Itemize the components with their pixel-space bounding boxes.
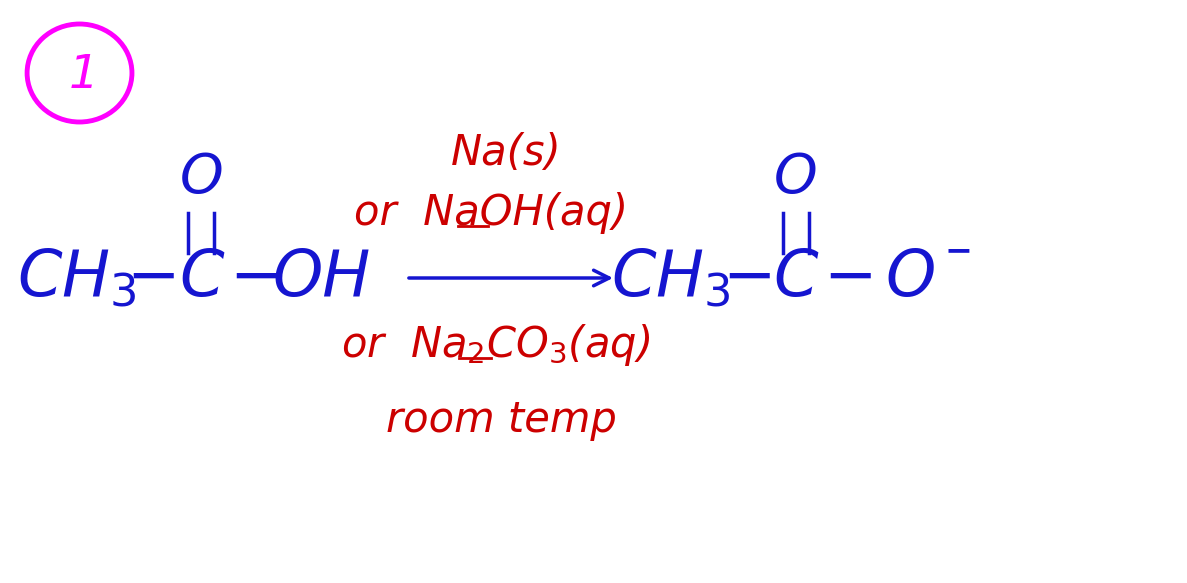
Text: room temp: room temp [386,399,616,441]
Text: $\mathit{CH_3}$: $\mathit{CH_3}$ [17,247,137,310]
Text: −: − [945,234,972,268]
Text: −: − [229,247,283,309]
Text: $\mathit{CH_3}$: $\mathit{CH_3}$ [611,247,730,310]
Text: or  $\mathit{Na_2CO_3}$(aq): or $\mathit{Na_2CO_3}$(aq) [342,322,650,368]
Text: OH: OH [272,247,370,309]
Text: O: O [886,247,935,309]
Text: −: − [824,247,877,309]
Text: Na(s): Na(s) [451,132,561,174]
Text: −: − [722,247,775,309]
Text: O: O [774,152,818,205]
Text: −: − [127,247,180,309]
Text: C: C [179,247,223,309]
Text: C: C [773,247,818,309]
Text: 1: 1 [69,52,99,97]
Text: or  NaOH(aq): or NaOH(aq) [354,192,628,234]
Text: O: O [179,152,223,205]
